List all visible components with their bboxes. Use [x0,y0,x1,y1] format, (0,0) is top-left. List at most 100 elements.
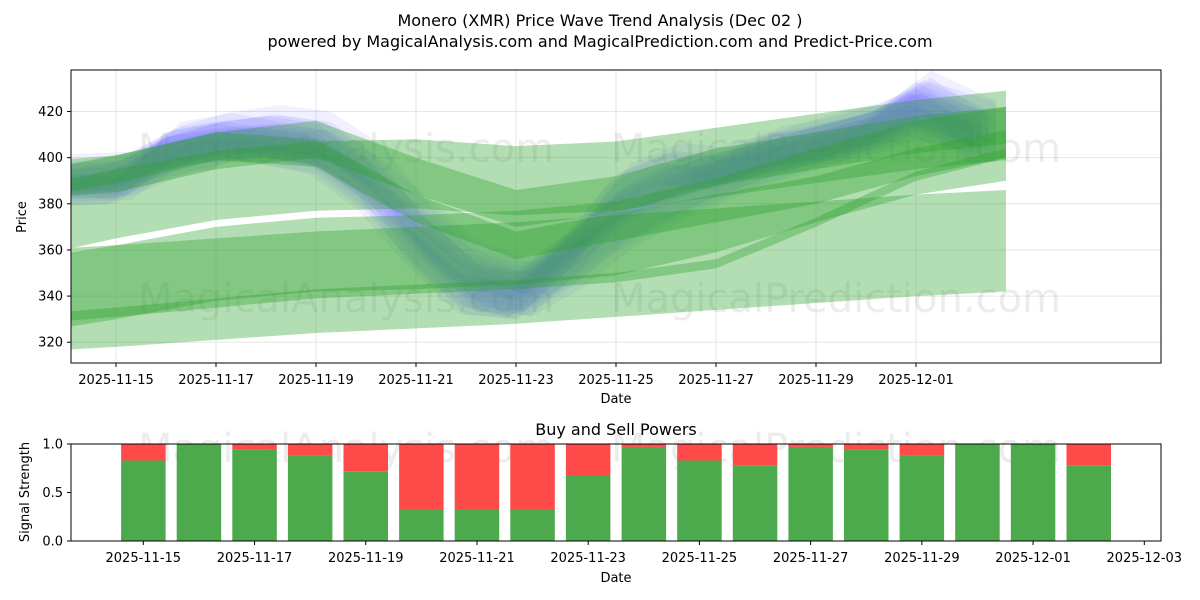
watermark-top-2: MagicalPrediction.com [611,126,1061,172]
buy-bar-2025-12-02 [1066,465,1111,541]
watermark-top-4: MagicalPrediction.com [611,276,1061,322]
price-wave-2-layer-3 [71,70,996,297]
price-wave-2-layer-1 [71,80,989,294]
sell-bar-2025-11-21 [454,444,500,509]
price-y-tick-label-4: 400 [38,151,63,166]
buy-bar-2025-12-01 [1010,444,1056,541]
buy-bar-2025-11-30 [955,444,1000,541]
buy-bar-2025-11-22 [510,509,555,541]
buy-bar-2025-11-18 [287,455,333,541]
price-wave-2-layer-2 [71,92,974,301]
price-x-tick-label-6: 2025-11-27 [678,373,754,388]
price-series [71,70,1006,350]
signal-x-axis-label: Date [600,571,631,586]
signal-x-tick-label-4: 2025-11-23 [550,551,626,566]
buy-bar-2025-11-15 [121,460,166,541]
watermark-top-1: MagicalAnalysis.com [138,126,554,172]
buy-bar-2025-11-16 [176,444,222,541]
sell-bar-2025-11-24 [621,444,667,447]
sell-bar-2025-11-26 [732,444,778,466]
price-grid [71,70,1161,363]
price-wave-0-layer-2 [71,104,974,317]
price-wave-0-layer-3 [71,81,996,317]
signal-bars [121,444,1111,541]
price-x-tick-label-1: 2025-11-17 [178,373,254,388]
price-wave-1-layer-2 [71,98,974,319]
price-wave-1-layer-0 [71,88,981,320]
price-x-ticks: 2025-11-15 2025-11-17 2025-11-19 2025-11-21… [78,363,954,388]
price-y-tick-label-3: 380 [38,197,63,212]
price-wave-0-layer-1 [71,91,989,312]
price-wave-2-layer-0 [71,81,981,301]
price-plot: MagicalAnalysis.com MagicalPrediction.co… [15,69,1162,407]
signal-y-tick-label-2: 1.0 [42,438,63,453]
signal-x-tick-label-0: 2025-11-15 [106,551,182,566]
price-y-tick-label-0: 320 [38,336,63,351]
signal-plot: MagicalAnalysis.com MagicalPrediction.co… [18,426,1182,586]
signal-y-tick-label-0: 0.0 [42,535,63,550]
sell-bar-2025-11-19 [343,444,388,472]
price-x-axis-label: Date [600,392,631,407]
buy-bar-2025-11-26 [732,465,778,541]
price-y-tick-label-2: 360 [38,243,63,258]
price-y-axis-label: Price [15,201,30,233]
sell-bar-2025-12-02 [1066,444,1111,466]
trend-band-0 [71,106,1006,227]
buy-bar-2025-11-29 [899,455,945,541]
trend-band-2 [71,130,1006,260]
watermark-top-3: MagicalAnalysis.com [138,276,554,322]
price-wave-1-layer-3 [71,77,996,316]
price-y-tick-label-1: 340 [38,290,63,305]
signal-x-ticks: 2025-11-15 2025-11-17 2025-11-19 2025-11-21… [106,541,1183,566]
signal-chart-title: Buy and Sell Powers [535,420,697,439]
chart-subtitle: powered by MagicalAnalysis.com and Magic… [267,32,932,51]
price-y-ticks: 320 340 360 380 400 420 [38,105,71,351]
sell-bar-2025-11-29 [899,444,945,456]
buy-bar-2025-11-17 [232,449,277,541]
buy-bar-2025-11-20 [399,509,444,541]
trend-band-1 [71,90,1006,249]
buy-bar-2025-11-25 [677,460,722,541]
buy-bar-2025-11-21 [454,509,500,541]
sell-bar-2025-11-27 [788,444,833,447]
buy-bar-2025-11-19 [343,471,388,541]
price-x-tick-label-7: 2025-11-29 [778,373,854,388]
signal-x-tick-label-3: 2025-11-21 [439,551,515,566]
trend-band-5 [71,190,1006,350]
signal-x-tick-label-7: 2025-11-29 [884,551,960,566]
sell-bar-2025-11-28 [844,444,889,450]
trend-band-4 [71,148,1006,321]
signal-y-tick-label-1: 0.5 [42,486,63,501]
price-y-tick-label-5: 420 [38,105,63,120]
buy-bar-2025-11-24 [621,446,667,541]
buy-bar-2025-11-23 [565,476,611,541]
sell-bar-2025-11-17 [232,444,277,450]
sell-bar-2025-11-22 [510,444,555,509]
signal-x-tick-label-8: 2025-12-01 [995,551,1071,566]
sell-bar-2025-11-20 [399,444,444,509]
sell-bar-2025-11-25 [677,444,722,461]
signal-y-axis-label: Signal Strength [18,442,33,542]
signal-x-tick-label-1: 2025-11-17 [217,551,293,566]
price-x-tick-label-3: 2025-11-21 [378,373,454,388]
price-x-tick-label-0: 2025-11-15 [78,373,154,388]
price-x-tick-label-2: 2025-11-19 [278,373,354,388]
signal-x-tick-label-2: 2025-11-19 [328,551,404,566]
signal-y-ticks: 0.0 0.5 1.0 [42,438,71,550]
sell-bar-2025-11-18 [287,444,333,456]
price-wave-1-layer-1 [71,86,989,312]
buy-bar-2025-11-28 [844,449,889,541]
buy-bar-2025-11-27 [788,446,833,541]
price-x-tick-label-5: 2025-11-25 [578,373,654,388]
price-x-tick-label-8: 2025-12-01 [878,373,954,388]
signal-x-tick-label-5: 2025-11-25 [662,551,738,566]
sell-bar-2025-11-15 [121,444,166,461]
signal-x-tick-label-6: 2025-11-27 [773,551,849,566]
trend-band-3 [71,106,1006,327]
chart-title: Monero (XMR) Price Wave Trend Analysis (… [397,11,802,30]
signal-x-tick-label-9: 2025-12-03 [1107,551,1183,566]
price-wave-0-layer-0 [71,93,981,320]
price-watermarks: MagicalAnalysis.com MagicalPrediction.co… [138,126,1061,322]
sell-bar-2025-11-23 [565,444,611,476]
